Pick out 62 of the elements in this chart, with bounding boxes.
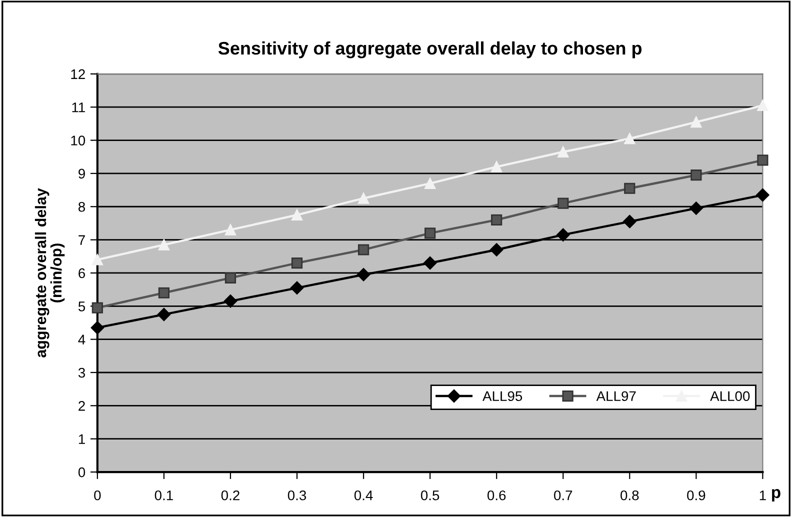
y-tick-label: 1 bbox=[78, 434, 85, 444]
legend-label: ALL95 bbox=[482, 391, 522, 402]
point bbox=[424, 228, 436, 239]
y-tick-label: 11 bbox=[72, 102, 85, 112]
point bbox=[624, 133, 636, 144]
x-tick-label: 1 bbox=[760, 490, 766, 500]
point bbox=[558, 146, 569, 158]
point bbox=[623, 214, 636, 228]
x-tick-label: 0.9 bbox=[687, 490, 706, 500]
x-tick-label: 0.6 bbox=[487, 490, 506, 500]
point bbox=[556, 228, 570, 242]
x-tick-label: 0.8 bbox=[620, 490, 639, 500]
point bbox=[757, 154, 768, 166]
point bbox=[423, 256, 437, 270]
y-tick-label: 4 bbox=[78, 334, 86, 344]
point bbox=[358, 244, 370, 256]
point bbox=[356, 268, 370, 282]
point bbox=[291, 257, 303, 269]
x-axis-title: p bbox=[772, 489, 780, 502]
point bbox=[690, 202, 703, 215]
point bbox=[224, 294, 238, 308]
x-tick-label: 0.7 bbox=[554, 490, 572, 500]
y-axis-title: aggregate overall delay (min/op) bbox=[34, 188, 65, 358]
point bbox=[358, 192, 370, 204]
legend-label: ALL97 bbox=[596, 391, 636, 402]
point bbox=[690, 170, 702, 181]
y-tick-label: 12 bbox=[71, 69, 85, 79]
point bbox=[624, 182, 636, 194]
point bbox=[291, 209, 303, 220]
y-tick-label: 3 bbox=[78, 368, 85, 378]
x-tick-label: 0 bbox=[94, 490, 101, 500]
point bbox=[224, 272, 236, 284]
point bbox=[92, 254, 103, 266]
point bbox=[424, 178, 436, 189]
y-tick-label: 6 bbox=[78, 268, 85, 278]
chart-title: Sensitivity of aggregate overall delay to chosen p bbox=[218, 41, 642, 58]
y-tick-label: 9 bbox=[78, 168, 85, 179]
y-tick-label: 5 bbox=[78, 302, 86, 312]
point bbox=[756, 188, 770, 202]
point bbox=[558, 198, 569, 209]
point bbox=[90, 321, 104, 334]
y-tick-label: 7 bbox=[78, 235, 85, 245]
point bbox=[491, 161, 502, 172]
y-tick-label: 8 bbox=[78, 202, 86, 212]
point bbox=[158, 287, 170, 298]
y-tick-label: 10 bbox=[71, 136, 86, 146]
point bbox=[157, 308, 171, 322]
point bbox=[158, 239, 170, 250]
x-tick-label: 0.4 bbox=[354, 490, 373, 500]
x-tick-label: 0.3 bbox=[288, 490, 306, 500]
point bbox=[290, 281, 304, 294]
y-tick-label: 0 bbox=[78, 467, 86, 478]
x-tick-label: 0.5 bbox=[420, 490, 440, 500]
point bbox=[224, 224, 236, 236]
point bbox=[690, 116, 702, 128]
x-tick-label: 0.2 bbox=[221, 490, 240, 500]
point bbox=[490, 243, 504, 256]
legend-label: ALL00 bbox=[710, 391, 750, 402]
y-tick-label: 2 bbox=[78, 401, 85, 411]
x-tick-label: 0.1 bbox=[154, 490, 173, 500]
point bbox=[491, 214, 502, 226]
point bbox=[757, 100, 768, 112]
